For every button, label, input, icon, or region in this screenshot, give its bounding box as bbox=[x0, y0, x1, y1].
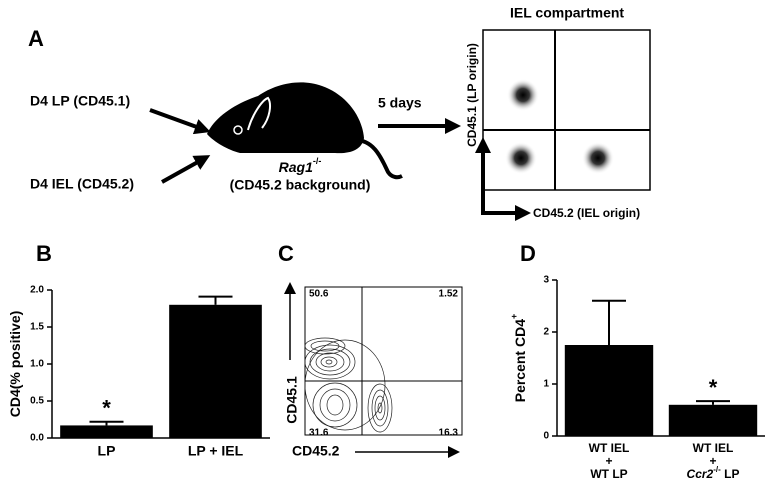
x-tick-label-part: -/- bbox=[713, 465, 721, 474]
panel-label: B bbox=[36, 241, 52, 266]
compartment-title: IEL compartment bbox=[510, 5, 624, 21]
y-tick-label: 2 bbox=[543, 327, 549, 338]
x-tick-label: WT IEL bbox=[693, 441, 734, 455]
y-axis-label: CD45.1 (LP origin) bbox=[465, 43, 479, 147]
contours bbox=[304, 337, 393, 433]
x-tick-label: WT IEL bbox=[589, 441, 630, 455]
y-axis-label: CD45.1 bbox=[284, 376, 300, 424]
x-tick-label-part: Ccr2 bbox=[687, 467, 714, 481]
bar bbox=[169, 304, 262, 438]
y-tick-label: 0.5 bbox=[30, 396, 44, 407]
annotation: * bbox=[709, 375, 718, 400]
mouse-name: Rag1-/- bbox=[279, 156, 322, 174]
x-tick-label: LP bbox=[98, 443, 116, 459]
y-axis-label-sup: + bbox=[509, 314, 519, 319]
y-axis-label: Percent CD4+ bbox=[509, 314, 527, 403]
population bbox=[507, 79, 539, 111]
x-axis-label: CD45.2 bbox=[292, 443, 340, 459]
quadrant-value: 1.52 bbox=[439, 289, 459, 300]
bar bbox=[564, 345, 654, 436]
y-tick-label: 1 bbox=[543, 379, 549, 390]
y-tick-label: 3 bbox=[543, 275, 549, 286]
x-tick-label: + bbox=[605, 454, 612, 468]
iel-label: D4 IEL (CD45.2) bbox=[30, 176, 134, 192]
arrow bbox=[149, 108, 211, 135]
x-tick-label: WT LP bbox=[590, 467, 627, 481]
quadrant-value: 16.3 bbox=[439, 428, 459, 439]
population bbox=[582, 142, 614, 174]
x-tick-label: Ccr2-/- LP bbox=[687, 465, 740, 481]
panel-label: D bbox=[520, 241, 536, 266]
y-tick-label: 0 bbox=[543, 431, 549, 442]
x-axis-label: CD45.2 (IEL origin) bbox=[533, 206, 640, 220]
panel-label: C bbox=[278, 241, 294, 266]
quadrant-value: 31.6 bbox=[309, 428, 329, 439]
x-tick-label: + bbox=[709, 454, 716, 468]
quadrant-value: 50.6 bbox=[309, 289, 329, 300]
mouse-strain: Rag1 bbox=[279, 159, 313, 175]
mouse-sup: -/- bbox=[313, 156, 322, 166]
annotation: * bbox=[102, 396, 111, 421]
y-tick-label: 2.0 bbox=[30, 285, 44, 296]
time-label: 5 days bbox=[378, 95, 422, 111]
flow-plot bbox=[304, 286, 463, 436]
y-axis-label-text: CD4(% positive) bbox=[7, 311, 23, 418]
axis-arrow bbox=[481, 150, 520, 215]
y-axis-label: CD4(% positive) bbox=[7, 311, 23, 418]
mouse bbox=[207, 82, 403, 180]
panel-label: A bbox=[28, 26, 44, 51]
y-tick-label: 1.0 bbox=[30, 359, 44, 370]
x-tick-label: LP + IEL bbox=[188, 443, 244, 459]
y-tick-label: 1.5 bbox=[30, 322, 44, 333]
y-axis-label-text: Percent CD4 bbox=[512, 319, 528, 402]
arrow bbox=[161, 155, 211, 184]
mouse-background: (CD45.2 background) bbox=[230, 177, 371, 193]
x-tick-label-part: LP bbox=[721, 467, 740, 481]
bar bbox=[668, 404, 758, 436]
y-tick-label: 0.0 bbox=[30, 433, 44, 444]
bar bbox=[60, 425, 153, 438]
lp-label: D4 LP (CD45.1) bbox=[30, 93, 130, 109]
population bbox=[505, 142, 537, 174]
